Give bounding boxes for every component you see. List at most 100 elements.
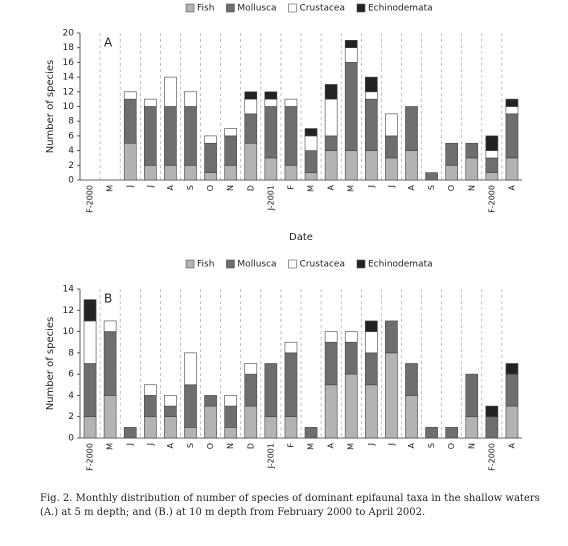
bar-segment [184,165,197,181]
bar-segment [304,128,318,137]
bar-segment [465,157,479,181]
bar-segment [364,320,378,332]
figure: Fish Mollusca Crustacea Echinodemata 0 2 4 6 8 10… [45,3,522,471]
bar-segment [264,157,278,181]
bar-segment [284,341,298,354]
x-tick-label: F [286,443,295,448]
bar-segment [324,331,338,343]
panel-label: A [104,36,113,50]
y-tick-label: 0 [68,176,74,186]
bar-segment [385,135,398,159]
x-tick-label: S [186,443,195,448]
bar-segment [405,150,418,181]
y-tick-label: 6 [68,370,74,380]
bar-segment [224,135,238,166]
bar-segment [364,384,378,439]
bar-segment [164,76,177,107]
x-tick-label: D [246,185,255,191]
legend-swatch [185,259,195,269]
legend-label: Crustacea [300,260,345,270]
y-tick-label: 14 [63,285,75,295]
bar-segment [304,150,318,173]
x-tick-label: S [186,185,195,190]
bar-segment [244,91,258,100]
bar-segment [143,384,157,396]
bar-segment [123,427,137,439]
y-tick-label: 10 [63,327,75,337]
x-tick-label: A [327,442,336,448]
x-tick-label: J-2001 [266,185,275,211]
bar-segment [385,320,398,354]
x-tick-label: O [447,443,456,449]
bar-segment [505,373,519,407]
bar-segment [485,416,499,439]
x-tick-label: A [407,442,416,448]
bar-segment [324,98,338,137]
bar-segment [344,331,358,343]
bar-segment [405,106,418,151]
legend-label: Echinodemata [368,4,433,14]
bar-segment [505,106,519,115]
bar-segment [465,373,479,418]
x-tick-label: J [126,185,135,188]
bar-segment [364,91,378,100]
y-tick-label: 4 [68,391,74,401]
bar-segment [123,98,137,144]
bar-segment [385,352,398,439]
x-tick-label: M [106,185,115,192]
y-tick-label: 12 [63,306,74,316]
bar-segment [425,172,438,181]
x-tick-label: A [166,442,175,448]
bar-segment [184,427,197,439]
bar-segment [264,106,278,159]
bar-segment [83,299,97,322]
y-tick-label: 14 [63,73,75,83]
y-tick-label: 2 [68,161,74,171]
x-tick-label: F-2000 [487,185,496,213]
y-tick-label: 18 [63,43,75,53]
bar-segment [344,40,358,48]
legend-label: Echinodemata [368,260,433,270]
bar-segment [244,113,258,144]
bar-segment [364,76,378,93]
x-tick-label: J [387,443,396,446]
x-tick-label: O [447,185,456,191]
x-tick-label: N [467,443,476,449]
bar-segment [304,172,318,181]
y-tick-label: 8 [68,348,74,358]
x-tick-label: J [367,185,376,188]
x-tick-label: A [166,184,175,190]
bar-segment [83,416,97,439]
bar-segment [364,331,378,354]
bar-segment [364,98,378,151]
bar-segment [364,352,378,386]
x-tick-label: M [347,185,356,192]
bar-segment [445,142,459,166]
bar-segment [445,165,459,181]
bar-segment [164,165,177,181]
bar-segment [103,320,117,332]
bar-segment [164,416,177,439]
y-tick-label: 6 [68,131,74,141]
bar-segment [505,363,519,375]
legend-label: Mollusca [237,4,276,14]
bar-segment [184,352,197,386]
bar-segment [224,405,238,428]
legend-swatch [288,259,297,269]
bar-segment [244,98,258,115]
bar-segment [184,91,197,107]
bar-segment [83,363,97,418]
legend-label: Mollusca [237,260,276,270]
bar-segment [284,352,298,418]
x-tick-label: N [226,185,235,191]
x-tick-label: J-2001 [266,443,275,469]
bar-segment [123,91,137,100]
bar-segment [83,320,97,364]
legend-swatch [185,3,195,13]
bar-segment [284,165,298,181]
bar-segment [264,98,278,107]
x-tick-label: N [467,185,476,191]
y-axis-label: Number of species [45,60,56,154]
x-tick-label: J [367,443,376,446]
